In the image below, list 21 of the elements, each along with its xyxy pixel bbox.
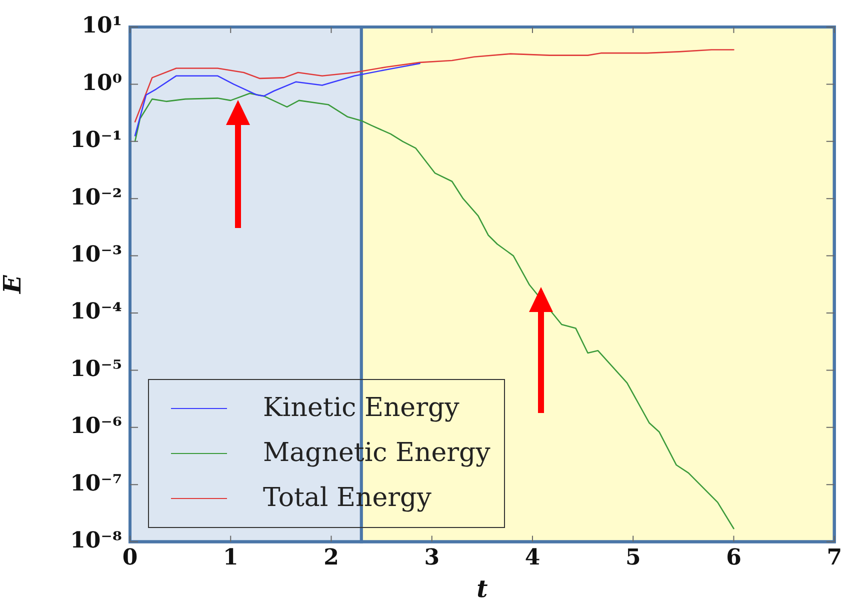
y-tick-label: 10⁻³ (70, 242, 122, 268)
y-axis-title: E (0, 274, 27, 295)
y-tick-label: 10⁻⁶ (70, 413, 122, 440)
y-tick-label: 10⁰ (82, 70, 122, 96)
y-tick-label: 10⁻⁷ (70, 470, 122, 496)
x-tick-label: 5 (625, 544, 641, 571)
x-tick-label: 3 (424, 544, 440, 571)
y-tick-label: 10⁻⁵ (70, 356, 122, 382)
x-axis-title: t (476, 574, 488, 603)
x-tick-label: 6 (726, 544, 742, 571)
y-tick-label: 10⁻¹ (70, 127, 122, 154)
x-tick-label: 7 (826, 544, 842, 571)
x-tick-label: 4 (524, 544, 540, 571)
legend-label: Kinetic Energy (263, 393, 460, 424)
y-tick-label: 10⁻⁴ (70, 298, 122, 325)
x-tick-label: 2 (324, 544, 339, 571)
y-tick-label: 10⁻² (70, 184, 122, 210)
y-tick-label: 10¹ (82, 12, 122, 39)
x-tick-label: 1 (222, 544, 238, 571)
y-tick-label: 10⁻⁸ (70, 528, 122, 554)
x-tick-label: 0 (122, 544, 138, 571)
